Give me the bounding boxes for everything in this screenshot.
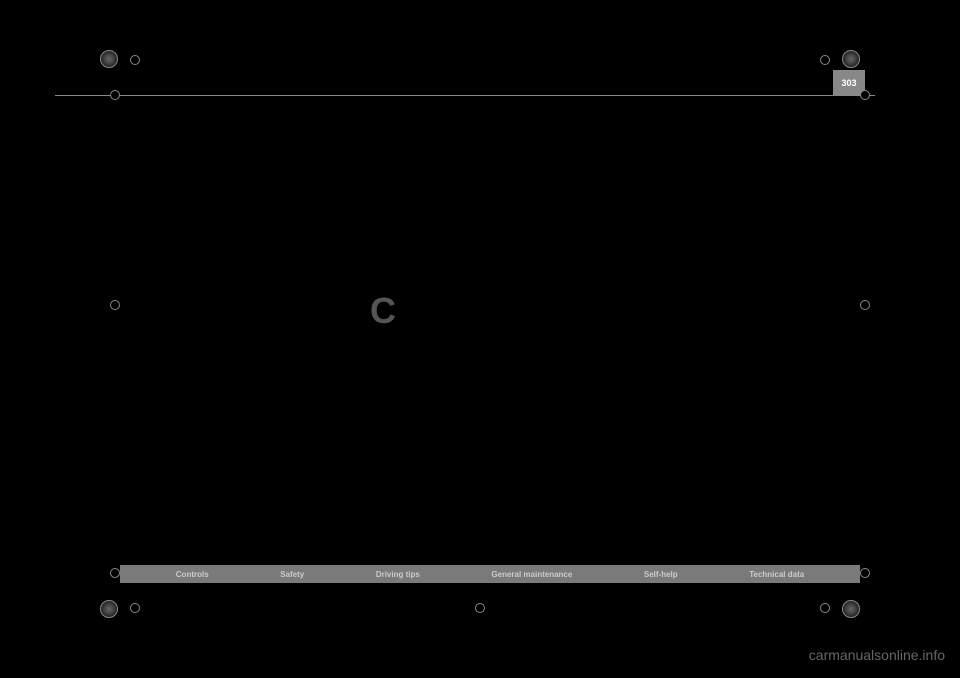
registration-mark-icon bbox=[820, 603, 830, 613]
footer-nav-item: Controls bbox=[176, 570, 209, 579]
footer-nav: Controls Safety Driving tips General mai… bbox=[120, 565, 860, 583]
registration-mark-icon bbox=[860, 568, 870, 578]
registration-mark-icon bbox=[475, 603, 485, 613]
registration-mark-icon bbox=[110, 300, 120, 310]
registration-mark-icon bbox=[100, 600, 118, 618]
footer-nav-item: General maintenance bbox=[491, 570, 572, 579]
registration-mark-icon bbox=[110, 568, 120, 578]
registration-mark-icon bbox=[842, 600, 860, 618]
footer-nav-item: Technical data bbox=[749, 570, 804, 579]
page-number: 303 bbox=[841, 78, 856, 88]
registration-mark-icon bbox=[860, 300, 870, 310]
footer-nav-item: Driving tips bbox=[376, 570, 420, 579]
registration-mark-icon bbox=[842, 50, 860, 68]
footer-nav-item: Safety bbox=[280, 570, 304, 579]
crop-rule-top bbox=[70, 95, 875, 96]
watermark-text: carmanualsonline.info bbox=[809, 647, 945, 663]
registration-mark-icon bbox=[100, 50, 118, 68]
registration-mark-icon bbox=[820, 55, 830, 65]
registration-mark-icon bbox=[860, 90, 870, 100]
registration-mark-icon bbox=[130, 603, 140, 613]
registration-mark-icon bbox=[130, 55, 140, 65]
drop-cap-letter: C bbox=[370, 290, 396, 332]
registration-mark-icon bbox=[110, 90, 120, 100]
footer-nav-item: Self-help bbox=[644, 570, 678, 579]
